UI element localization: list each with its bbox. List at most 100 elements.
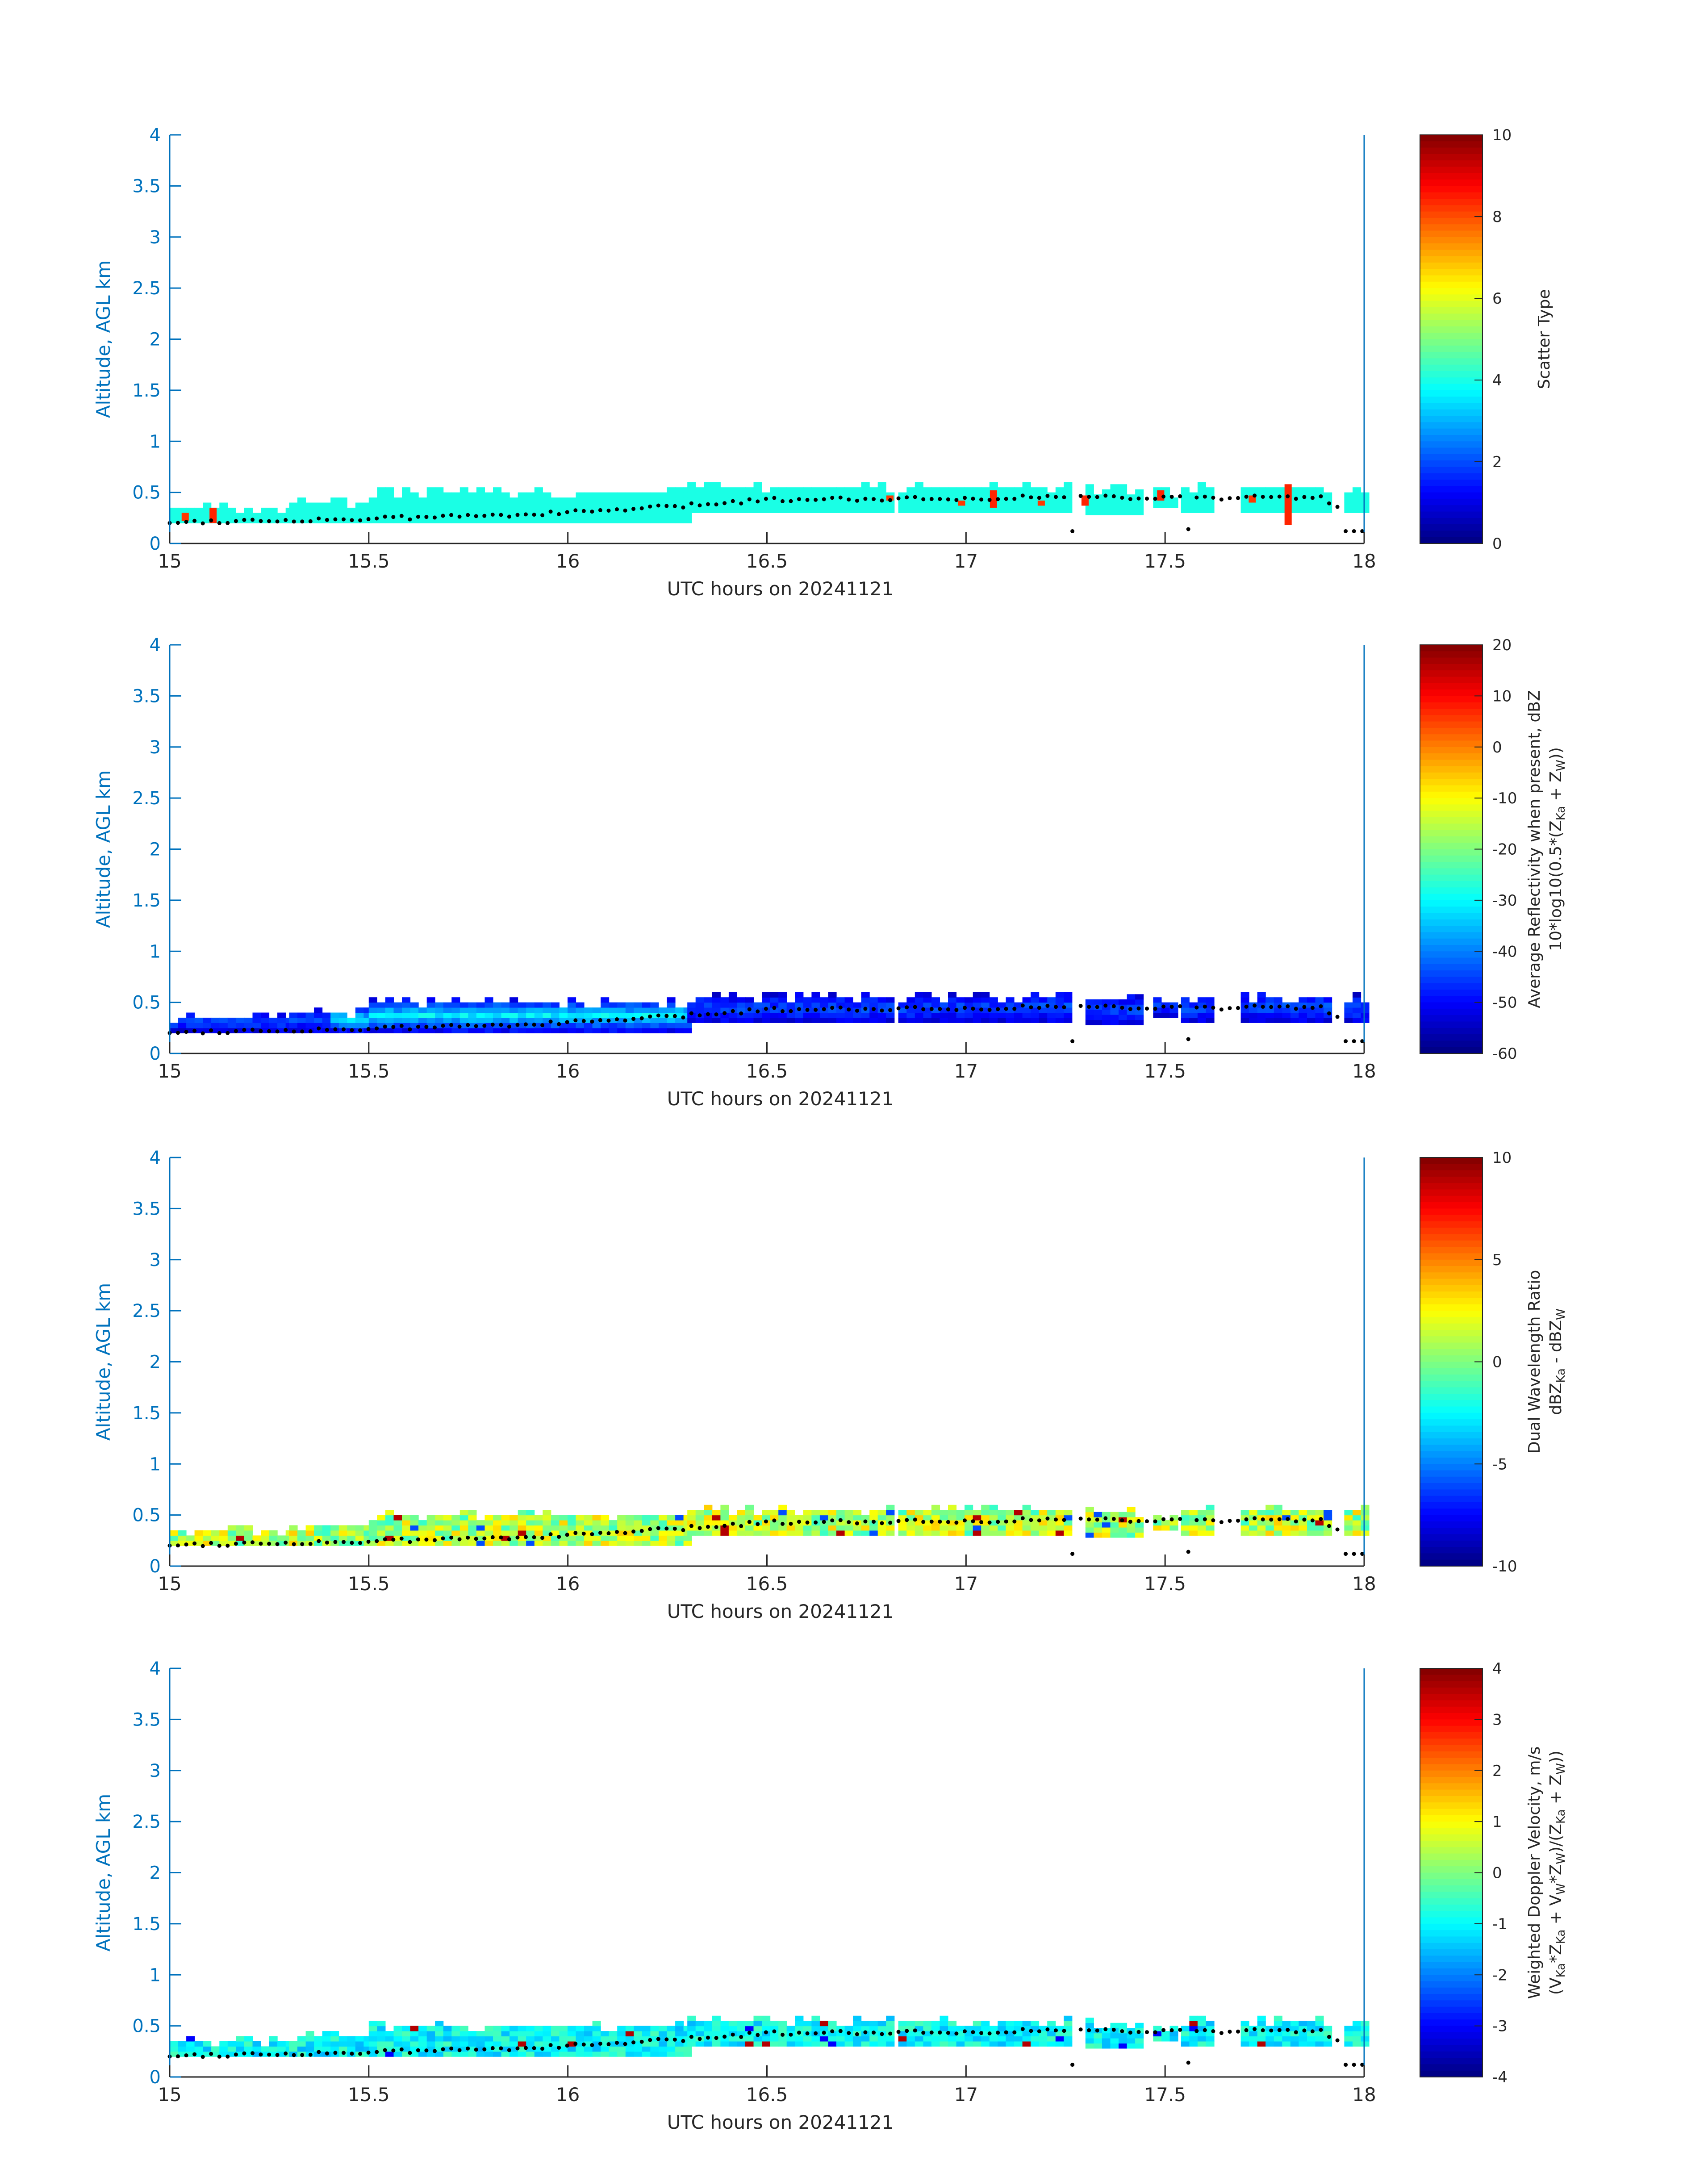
heatmap-cell [1127,1507,1136,1513]
heatmap-cell [625,1028,634,1033]
cloud-base-dot [1194,1005,1199,1010]
heatmap-cell [347,1023,356,1028]
cloud-base-dot [275,2053,280,2057]
colorbar-tick-label: -10 [1492,790,1517,807]
colorbar-label: Dual Wavelength Ratio [1525,1270,1544,1454]
heatmap-cell [712,487,721,493]
heatmap-cell [770,1012,779,1018]
heatmap-cell [720,1504,729,1510]
heatmap-cell [402,1017,411,1023]
heatmap-cell [1344,1007,1353,1013]
heatmap-cell [973,1525,981,1531]
heatmap-cell [923,1017,932,1023]
heatmap-cell [659,1017,668,1023]
heatmap-cell [402,2031,411,2037]
heatmap-cell [1153,2036,1162,2042]
heatmap-cell [347,1530,356,1536]
heatmap-cell [861,997,870,1003]
colorbar-swatch [1420,664,1482,671]
heatmap-cell [1344,2026,1353,2031]
heatmap-cell [695,487,704,493]
heatmap-cell [534,2031,543,2037]
cloud-base-dot [1020,1003,1025,1008]
heatmap-cell [1249,1017,1258,1023]
heatmap-cell [1344,2031,1353,2037]
heatmap-cell [877,502,886,508]
colorbar-swatch [1420,677,1482,684]
heatmap-cell [795,2026,804,2031]
heatmap-cell [1014,1012,1023,1018]
heatmap-cell [377,1012,386,1018]
heatmap-cell [1197,1530,1206,1536]
heatmap-cell [493,507,502,513]
heatmap-cell [906,492,915,498]
cloud-base-dot [1161,1004,1166,1009]
heatmap-cell [770,1510,779,1516]
heatmap-cell [368,1023,377,1028]
heatmap-cell [795,1515,804,1521]
heatmap-cell [1006,2026,1015,2031]
heatmap-cell [1344,1530,1353,1536]
colorbar-swatch [1420,913,1482,920]
colorbar-swatch [1420,1021,1482,1028]
heatmap-cell [236,1525,245,1531]
heatmap-cell [377,1525,386,1531]
heatmap-cell [906,2031,915,2037]
heatmap-cell [509,497,518,503]
heatmap-cell [675,1028,684,1033]
heatmap-cell [568,518,576,523]
heatmap-cell [898,2021,907,2027]
heatmap-cell [965,1510,973,1516]
heatmap-cell [1085,1512,1094,1517]
heatmap-cell [667,497,676,503]
colorbar-swatch [1420,2000,1482,2007]
colorbar-sublabel-part: *Z [1547,1944,1565,1963]
cloud-base-dot [1286,1517,1290,1521]
heatmap-cell [435,2021,444,2027]
heatmap-cell [667,1007,676,1013]
heatmap-cell [948,992,957,998]
heatmap-cell [1064,497,1073,503]
cloud-base-dot [863,497,868,501]
heatmap-cell [211,2051,220,2057]
heatmap-cell [1240,1007,1249,1013]
cloud-base-dot [1302,1005,1307,1009]
heatmap-cell [170,2041,179,2047]
y-tick-label: 1.5 [132,380,161,401]
heatmap-cell [625,1520,634,1526]
cloud-base-dot [921,2031,926,2035]
heatmap-cell [1324,1530,1332,1536]
heatmap-cell [786,1525,795,1531]
heatmap-cell [617,502,626,508]
heatmap-cell [203,1540,212,1546]
heatmap-cell [493,1525,502,1531]
heatmap-cell [1161,1525,1170,1531]
heatmap-cell [634,2036,643,2042]
heatmap-cell [609,1012,618,1018]
cloud-base-dot [714,1525,718,1529]
heatmap-cell [1344,1510,1353,1516]
heatmap-cell [443,1525,452,1531]
heatmap-cell [1265,1510,1274,1516]
heatmap-cell [642,1017,651,1023]
heatmap-cell [518,1012,526,1018]
heatmap-cell [1135,499,1144,505]
colorbar-tick-label: 2 [1492,453,1502,471]
colorbar-tick-label: 0 [1492,1864,1502,1882]
cloud-base-dot [383,2048,387,2052]
heatmap-cell [869,1510,878,1516]
heatmap-cell [898,2041,907,2047]
heatmap-cell [1169,1007,1178,1013]
heatmap-cell [981,2031,990,2037]
heatmap-cell [877,507,886,513]
heatmap-cell [551,2041,560,2047]
heatmap-cell [289,2041,298,2047]
heatmap-cell [704,1510,713,1516]
heatmap-cell [778,992,787,998]
heatmap-cell [869,997,878,1003]
heatmap-cell [923,997,932,1003]
cloud-base-dot [1228,496,1232,501]
heatmap-cell [973,1510,981,1516]
heatmap-cell [484,1530,493,1536]
